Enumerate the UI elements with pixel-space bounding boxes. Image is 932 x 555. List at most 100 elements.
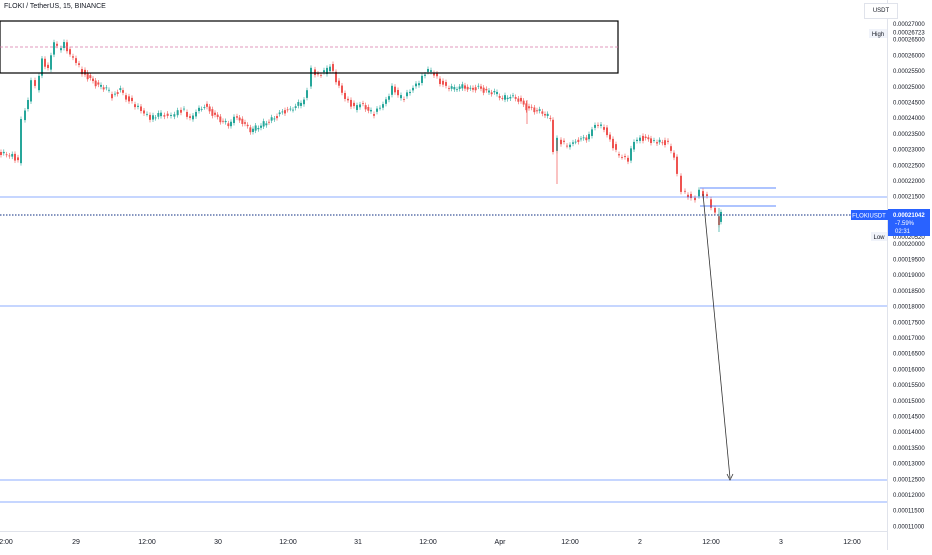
candle-body: [594, 124, 596, 128]
candle-body: [320, 74, 322, 76]
candle-body: [412, 87, 414, 91]
candle-body: [160, 112, 162, 117]
candle-body: [702, 191, 704, 197]
candle-body: [552, 119, 554, 153]
candle-body: [403, 99, 405, 100]
candle-body: [546, 113, 549, 116]
candle-body: [577, 139, 580, 142]
candle-body: [50, 55, 52, 70]
projection-arrow-line[interactable]: [702, 193, 731, 479]
candle-body: [69, 49, 71, 55]
candle-body: [92, 78, 94, 82]
price-tick-label: 0.00021500: [893, 195, 925, 201]
candle-body: [469, 87, 472, 89]
countdown-label: 02:31: [895, 229, 911, 235]
candle-body: [252, 128, 254, 133]
candle-body: [359, 104, 361, 108]
time-tick-label: 31: [354, 539, 362, 546]
candle-body: [450, 86, 453, 89]
candle-body: [140, 106, 142, 112]
candle-body: [533, 107, 536, 113]
candle-body: [667, 140, 669, 142]
candle-body: [286, 109, 289, 111]
candle-body: [314, 69, 316, 76]
price-tick-label: 0.00018500: [893, 289, 925, 295]
time-axis[interactable]: 2:00 29 12:00 30 12:00 31 12:00 Apr 12:00 2 12:00 3…: [0, 531, 887, 547]
candle-body: [111, 94, 113, 99]
candle-body: [710, 199, 712, 208]
candle-body: [119, 88, 122, 91]
price-tick-label: 0.00018000: [893, 305, 925, 311]
candle-body: [582, 137, 585, 139]
candle-body: [262, 121, 265, 127]
price-tick-label: 0.00012500: [893, 477, 925, 483]
candle-body: [388, 96, 390, 100]
candle-body: [157, 113, 160, 117]
drawings-layer[interactable]: [0, 20, 887, 503]
candle-body: [409, 91, 411, 94]
price-tags: High Low 0.00020520 FLOKIUSDT 0.00021042 -7.5…: [851, 29, 930, 241]
candle-body: [364, 105, 367, 110]
last-price-label: 0.00021042: [893, 213, 925, 219]
candle-body: [97, 82, 100, 85]
candle-body: [538, 109, 541, 111]
candle-body: [238, 117, 241, 121]
price-tick-label: 0.00026500: [893, 38, 925, 44]
candle-body: [189, 116, 191, 118]
candle-body: [670, 146, 672, 151]
candle-body: [421, 75, 423, 83]
arrow-head: [726, 473, 734, 481]
candle-body: [621, 157, 623, 158]
candle-body: [224, 120, 227, 123]
price-tick-label: 0.00025000: [893, 85, 925, 91]
candle-body: [227, 123, 230, 127]
candle-body: [597, 124, 599, 126]
candle-body: [406, 92, 408, 97]
candle-body: [208, 106, 211, 112]
candle-body: [329, 66, 331, 72]
candle-body: [362, 103, 364, 105]
candle-body: [536, 110, 538, 112]
candle-body: [17, 157, 19, 161]
candle-body: [47, 64, 49, 69]
candle-body: [458, 86, 461, 89]
candle-body: [574, 141, 577, 143]
candle-body: [506, 97, 509, 100]
candle-body: [276, 116, 278, 119]
candle-body: [166, 113, 169, 116]
currency-button[interactable]: USDT: [864, 3, 898, 19]
candle-body: [498, 96, 501, 98]
candle-body: [433, 73, 435, 76]
candle-body: [453, 87, 456, 90]
candle-body: [75, 58, 77, 63]
price-tick-label: 0.00013500: [893, 446, 925, 452]
candle-body: [152, 115, 154, 120]
candle-body: [30, 80, 32, 102]
candle-body: [180, 109, 182, 113]
candle-body: [131, 97, 133, 102]
candle-body: [644, 136, 647, 139]
candle-body: [303, 99, 305, 105]
price-tick-label: 0.00014500: [893, 415, 925, 421]
candle-body: [656, 142, 658, 144]
candle-body: [260, 125, 262, 128]
candle-body: [222, 120, 224, 122]
price-change-label: -7.59%: [895, 221, 915, 227]
candle-body: [173, 114, 176, 117]
candle-body: [694, 197, 696, 201]
candle-body: [615, 144, 617, 150]
candle-body: [100, 84, 102, 87]
candle-body: [461, 84, 464, 89]
candle-body: [310, 67, 312, 87]
candle-body: [627, 157, 629, 162]
candle-body: [642, 135, 644, 141]
time-tick-label: 12:00: [702, 539, 720, 546]
candle-body: [297, 102, 300, 106]
price-tick-label: 0.00012000: [893, 493, 925, 499]
candle-body: [509, 96, 512, 99]
price-tick-label: 0.00016500: [893, 352, 925, 358]
candle-body: [273, 118, 276, 120]
